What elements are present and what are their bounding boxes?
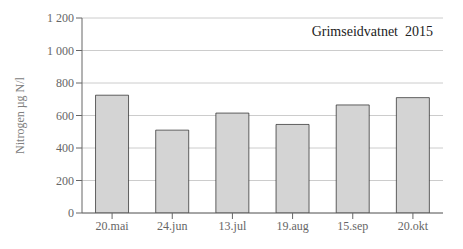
svg-text:600: 600 (56, 109, 74, 123)
svg-text:20.mai: 20.mai (96, 219, 130, 233)
svg-text:15.sep: 15.sep (337, 219, 368, 233)
svg-text:20.okt: 20.okt (398, 219, 429, 233)
svg-text:0: 0 (68, 206, 74, 220)
html-text:Grimseidvatnet 2015: Grimseidvatnet 2015 (311, 24, 433, 39)
svg-text:1 000: 1 000 (47, 44, 74, 58)
svg-text:13.jul: 13.jul (219, 219, 247, 233)
svg-text:200: 200 (56, 174, 74, 188)
svg-text:19.aug: 19.aug (276, 219, 308, 233)
svg-text:Nitrogen µg N/l: Nitrogen µg N/l (13, 76, 27, 154)
svg-text:24.jun: 24.jun (157, 219, 187, 233)
svg-text:800: 800 (56, 76, 74, 90)
svg-text:1 200: 1 200 (47, 11, 74, 25)
svg-text:400: 400 (56, 141, 74, 155)
